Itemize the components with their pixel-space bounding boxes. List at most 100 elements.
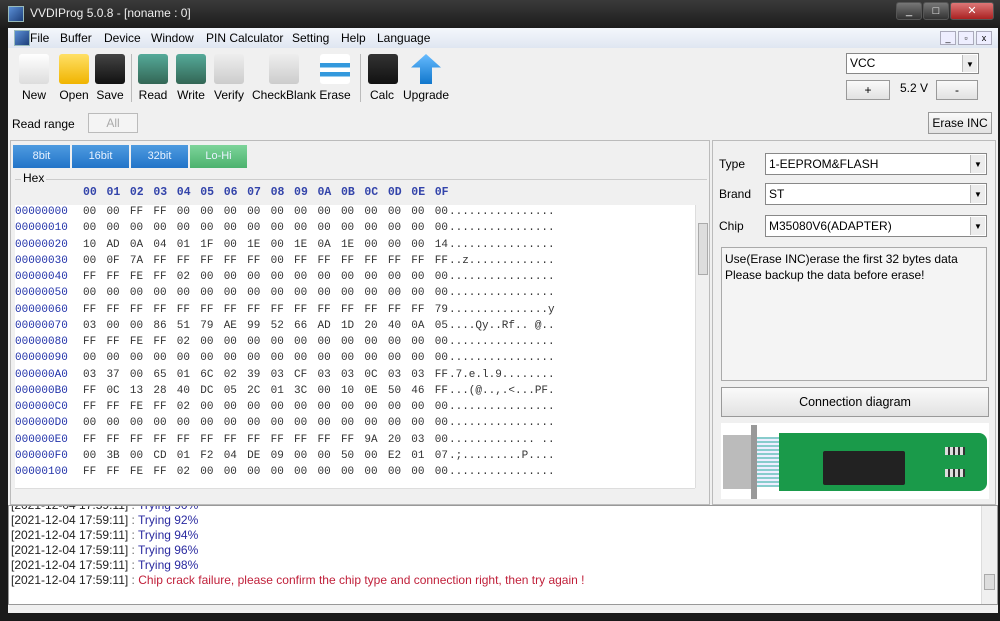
hex-byte[interactable]: 0A xyxy=(129,238,144,251)
hex-byte[interactable]: 00 xyxy=(294,271,308,283)
hex-byte[interactable]: 00 xyxy=(223,417,237,430)
hex-byte[interactable]: 2C xyxy=(247,384,261,397)
menu-window[interactable]: Window xyxy=(151,31,194,45)
hex-byte[interactable]: 02 xyxy=(176,401,190,413)
hex-byte[interactable]: 00 xyxy=(434,336,448,348)
hex-byte[interactable]: 00 xyxy=(153,417,167,430)
mdi-close-button[interactable]: x xyxy=(976,31,992,45)
brand-select[interactable]: ST ▼ xyxy=(765,183,987,205)
hex-byte[interactable]: FF xyxy=(411,303,425,316)
hex-byte[interactable]: 00 xyxy=(340,401,355,413)
hex-byte[interactable]: 00 xyxy=(247,401,261,413)
hex-byte[interactable]: FF xyxy=(340,254,355,267)
hex-byte[interactable]: 00 xyxy=(340,271,355,283)
hex-byte[interactable]: 00 xyxy=(294,401,308,413)
hex-byte[interactable]: 00 xyxy=(247,336,261,348)
hex-byte[interactable]: 1E xyxy=(294,238,308,251)
maximize-button[interactable]: □ xyxy=(923,2,949,20)
toolbar-calc-button[interactable]: Calc xyxy=(368,52,398,102)
hex-byte[interactable]: 00 xyxy=(270,238,284,251)
hex-byte[interactable]: 0A xyxy=(317,238,331,251)
hex-byte[interactable]: FF xyxy=(83,336,97,348)
hex-byte[interactable]: FF xyxy=(317,303,331,316)
hex-byte[interactable]: 1D xyxy=(340,319,355,332)
close-button[interactable]: ✕ xyxy=(950,2,994,20)
hex-byte[interactable]: 00 xyxy=(294,466,308,478)
hex-byte[interactable]: 00 xyxy=(294,287,308,300)
hex-byte[interactable]: 00 xyxy=(270,401,284,413)
hex-byte[interactable]: 00 xyxy=(247,352,261,365)
hex-byte[interactable]: 00 xyxy=(129,287,144,300)
hex-byte[interactable]: 03 xyxy=(411,368,425,381)
hex-byte[interactable]: 00 xyxy=(411,271,425,283)
hex-byte[interactable]: FF xyxy=(411,254,425,267)
hex-byte[interactable]: FF xyxy=(364,254,378,267)
hex-byte[interactable]: 04 xyxy=(153,238,167,251)
hex-byte[interactable]: 00 xyxy=(129,417,144,430)
hex-byte[interactable]: FF xyxy=(223,254,237,267)
hex-byte[interactable]: FF xyxy=(153,401,167,413)
hex-byte[interactable]: 00 xyxy=(106,222,120,235)
hex-byte[interactable]: FF xyxy=(83,303,97,316)
hex-byte[interactable]: 00 xyxy=(387,222,402,235)
hex-byte[interactable]: FF xyxy=(83,384,97,397)
hex-byte[interactable]: 1F xyxy=(200,238,214,251)
hex-byte[interactable]: FF xyxy=(153,466,167,478)
hex-byte[interactable]: FF xyxy=(153,336,167,348)
hex-byte[interactable]: 00 xyxy=(387,466,402,478)
hex-byte[interactable]: FF xyxy=(200,303,214,316)
hex-byte[interactable]: FF xyxy=(223,303,237,316)
hex-byte[interactable]: 00 xyxy=(364,352,378,365)
hex-byte[interactable]: 05 xyxy=(223,384,237,397)
hex-byte[interactable]: 00 xyxy=(247,466,261,478)
hex-byte[interactable]: 00 xyxy=(411,336,425,348)
hex-byte[interactable]: 6C xyxy=(200,368,214,381)
hex-byte[interactable]: FF xyxy=(129,433,144,446)
toolbar-save-button[interactable]: Save xyxy=(94,52,126,102)
hex-editor[interactable]: 00 00 00 00 00 00 FF FF 00 00 00 00 00 00 00 00 00 00 00 00… xyxy=(15,205,695,488)
hex-byte[interactable]: FF xyxy=(176,303,190,316)
hex-byte[interactable]: F2 xyxy=(200,449,214,462)
bit-button-16bit[interactable]: 16bit xyxy=(72,145,129,168)
scrollbar-thumb[interactable] xyxy=(984,574,995,590)
hex-byte[interactable]: 52 xyxy=(270,319,284,332)
hex-byte[interactable]: 10 xyxy=(340,384,355,397)
hex-byte[interactable]: 79 xyxy=(434,303,448,316)
hex-byte[interactable]: 66 xyxy=(294,319,308,332)
hex-byte[interactable]: 40 xyxy=(176,384,190,397)
hex-byte[interactable]: 03 xyxy=(340,368,355,381)
hex-byte[interactable]: CF xyxy=(294,368,308,381)
hex-byte[interactable]: 39 xyxy=(247,368,261,381)
vcc-select[interactable]: VCC ▼ xyxy=(846,53,979,74)
hex-byte[interactable]: 03 xyxy=(411,433,425,446)
hex-byte[interactable]: 00 xyxy=(317,222,331,235)
hex-byte[interactable]: FF xyxy=(317,433,331,446)
hex-byte[interactable]: 00 xyxy=(200,417,214,430)
hex-byte[interactable]: FF xyxy=(176,254,190,267)
hex-byte[interactable]: 00 xyxy=(411,287,425,300)
menu-language[interactable]: Language xyxy=(377,31,431,45)
hex-byte[interactable]: FF xyxy=(364,303,378,316)
hex-byte[interactable]: 03 xyxy=(83,368,97,381)
bit-button-8bit[interactable]: 8bit xyxy=(13,145,70,168)
hex-byte[interactable]: 86 xyxy=(153,319,167,332)
hex-byte[interactable]: 00 xyxy=(317,352,331,365)
hex-byte[interactable]: 20 xyxy=(364,319,378,332)
hex-byte[interactable]: FF xyxy=(106,336,120,348)
hex-byte[interactable]: 02 xyxy=(176,466,190,478)
hex-byte[interactable]: 00 xyxy=(270,206,284,218)
hex-vertical-scrollbar[interactable] xyxy=(695,205,709,488)
hex-byte[interactable]: 00 xyxy=(247,222,261,235)
hex-byte[interactable]: 00 xyxy=(434,433,448,446)
hex-byte[interactable]: 00 xyxy=(270,352,284,365)
hex-byte[interactable]: 00 xyxy=(364,336,378,348)
hex-byte[interactable]: 00 xyxy=(200,222,214,235)
hex-byte[interactable]: 07 xyxy=(434,449,448,462)
menu-buffer[interactable]: Buffer xyxy=(60,31,92,45)
hex-byte[interactable]: FF xyxy=(294,303,308,316)
hex-byte[interactable]: 00 xyxy=(176,287,190,300)
hex-byte[interactable]: 0C xyxy=(106,384,120,397)
hex-byte[interactable]: 00 xyxy=(200,401,214,413)
connection-diagram-button[interactable]: Connection diagram xyxy=(721,387,989,417)
hex-byte[interactable]: AD xyxy=(106,238,120,251)
